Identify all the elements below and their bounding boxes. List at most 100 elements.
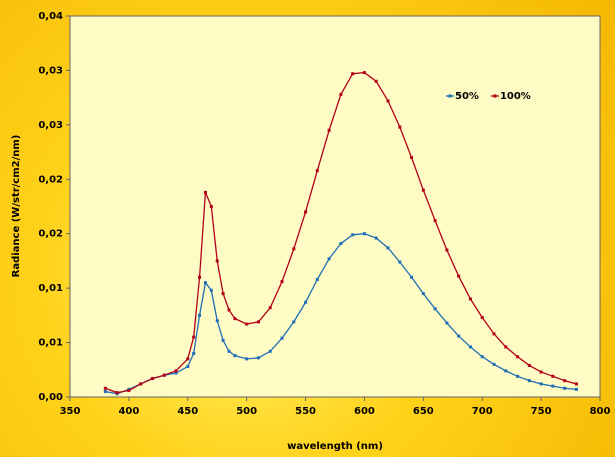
data-point — [457, 274, 461, 278]
data-point — [445, 248, 449, 252]
legend-label: 50% — [455, 91, 479, 102]
data-point — [468, 345, 472, 349]
data-point — [480, 355, 484, 359]
y-tick-label: 0,01 — [38, 283, 63, 294]
data-point — [233, 317, 237, 321]
data-point — [516, 374, 520, 378]
data-point — [421, 292, 425, 296]
data-point — [563, 379, 567, 383]
x-tick-label: 400 — [118, 406, 139, 417]
x-tick-label: 800 — [590, 406, 611, 417]
data-point — [527, 363, 531, 367]
data-point — [192, 335, 196, 339]
data-point — [315, 277, 319, 281]
data-point — [233, 354, 237, 358]
data-point — [433, 307, 437, 311]
data-point — [280, 336, 284, 340]
data-point — [362, 232, 366, 236]
data-point — [574, 382, 578, 386]
data-point — [339, 242, 343, 246]
data-point — [221, 338, 225, 342]
data-point — [421, 188, 425, 192]
data-point — [245, 357, 249, 361]
data-point — [398, 125, 402, 129]
y-tick-label: 0,03 — [38, 65, 63, 76]
data-point — [539, 370, 543, 374]
legend-marker — [448, 94, 452, 98]
data-point — [398, 260, 402, 264]
y-tick-label: 0,02 — [38, 174, 63, 185]
data-point — [480, 316, 484, 320]
data-point — [139, 382, 143, 386]
data-point — [227, 308, 231, 312]
data-point — [103, 390, 107, 394]
data-point — [516, 355, 520, 359]
data-point — [103, 386, 107, 390]
data-point — [127, 388, 131, 392]
data-point — [327, 257, 331, 261]
x-tick-label: 350 — [60, 406, 81, 417]
data-point — [527, 379, 531, 383]
y-tick-label: 0,00 — [38, 392, 63, 403]
data-point — [174, 371, 178, 375]
data-point — [198, 313, 202, 317]
data-point — [256, 356, 260, 360]
data-point — [292, 247, 296, 251]
data-point — [492, 362, 496, 366]
x-tick-label: 600 — [354, 406, 375, 417]
data-point — [245, 322, 249, 326]
x-tick-label: 750 — [531, 406, 552, 417]
data-point — [574, 387, 578, 391]
data-point — [203, 281, 207, 285]
data-point — [563, 386, 567, 390]
data-point — [304, 210, 308, 214]
data-point — [374, 236, 378, 240]
x-tick-label: 500 — [236, 406, 257, 417]
data-point — [292, 320, 296, 324]
data-point — [504, 345, 508, 349]
plot-area — [69, 15, 601, 398]
data-point — [492, 332, 496, 336]
data-point — [221, 292, 225, 296]
y-tick-label: 0,01 — [38, 338, 63, 349]
legend-label: 100% — [500, 91, 531, 102]
x-tick-label: 450 — [177, 406, 198, 417]
data-point — [362, 71, 366, 75]
legend-marker — [493, 94, 497, 98]
data-point — [215, 319, 219, 323]
data-point — [268, 349, 272, 353]
data-point — [351, 72, 355, 76]
data-point — [551, 374, 555, 378]
data-point — [551, 384, 555, 388]
data-point — [209, 288, 213, 292]
x-tick-label: 650 — [413, 406, 434, 417]
data-point — [256, 320, 260, 324]
data-point — [203, 190, 207, 194]
y-axis-label: Radiance (W/str/cm2/nm) — [11, 135, 22, 278]
data-point — [280, 280, 284, 284]
data-point — [150, 376, 154, 380]
data-point — [186, 357, 190, 361]
data-point — [339, 92, 343, 96]
data-point — [162, 373, 166, 377]
data-point — [192, 351, 196, 355]
data-point — [304, 300, 308, 304]
y-tick-label: 0,03 — [38, 120, 63, 131]
y-tick-label: 0,02 — [38, 229, 63, 240]
data-point — [327, 128, 331, 132]
y-tick-label: 0,04 — [38, 11, 63, 22]
data-point — [445, 321, 449, 325]
x-tick-label: 550 — [295, 406, 316, 417]
data-point — [374, 79, 378, 83]
data-point — [457, 334, 461, 338]
data-point — [315, 169, 319, 173]
data-point — [174, 369, 178, 373]
data-point — [433, 219, 437, 223]
x-tick-label: 700 — [472, 406, 493, 417]
data-point — [386, 99, 390, 103]
data-point — [198, 275, 202, 279]
data-point — [209, 205, 213, 208]
data-point — [115, 391, 119, 395]
data-point — [410, 275, 414, 279]
